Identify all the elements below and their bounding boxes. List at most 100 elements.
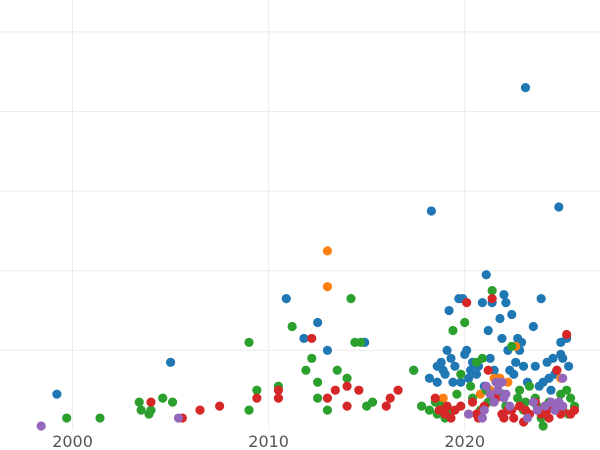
- data-point: [301, 365, 311, 375]
- data-point: [538, 421, 548, 431]
- data-point: [136, 405, 146, 415]
- data-point: [342, 381, 352, 391]
- data-point: [485, 353, 495, 363]
- data-point: [487, 294, 497, 304]
- data-point: [462, 345, 472, 355]
- data-point: [532, 405, 542, 415]
- data-point: [146, 397, 156, 407]
- data-point: [479, 405, 489, 415]
- data-point: [493, 385, 503, 395]
- data-point: [442, 345, 452, 355]
- data-point: [385, 393, 395, 403]
- data-point: [477, 297, 487, 308]
- data-point: [436, 357, 446, 367]
- data-point: [173, 413, 184, 423]
- data-point: [501, 297, 511, 308]
- data-point: [165, 357, 176, 367]
- data-point: [273, 385, 284, 395]
- data-point: [299, 333, 309, 344]
- data-point: [356, 337, 366, 348]
- data-point: [424, 373, 435, 383]
- data-point: [528, 321, 538, 332]
- data-point: [440, 369, 450, 379]
- data-point: [158, 393, 168, 403]
- data-point: [416, 401, 427, 411]
- data-point: [456, 369, 466, 379]
- data-point: [322, 393, 333, 403]
- data-point: [499, 413, 509, 423]
- data-point: [487, 286, 497, 296]
- data-point: [491, 377, 501, 387]
- data-point: [552, 365, 562, 375]
- data-point: [554, 202, 564, 212]
- data-point: [565, 393, 576, 403]
- data-point: [215, 401, 225, 411]
- data-point: [524, 381, 535, 391]
- data-point: [546, 397, 556, 407]
- data-point: [342, 401, 352, 411]
- data-point: [424, 405, 435, 415]
- data-point: [534, 381, 544, 391]
- x-axis-ticks: 2000 2010 2020: [52, 432, 485, 450]
- data-point: [513, 393, 523, 403]
- data-point: [460, 317, 470, 328]
- data-point: [322, 282, 333, 292]
- gridlines: [0, 0, 600, 430]
- data-point: [244, 337, 254, 348]
- data-point: [464, 373, 474, 383]
- data-point: [346, 294, 356, 304]
- data-point: [509, 369, 519, 379]
- data-point: [507, 309, 517, 320]
- data-point: [481, 270, 491, 280]
- data-point: [509, 413, 519, 423]
- data-point: [409, 365, 419, 375]
- data-point: [367, 397, 378, 407]
- data-point: [432, 377, 442, 387]
- data-point: [322, 345, 333, 355]
- data-point: [544, 413, 554, 423]
- data-point: [465, 381, 476, 391]
- data-point: [450, 361, 460, 371]
- data-point: [562, 329, 572, 340]
- data-point: [448, 377, 458, 387]
- data-point: [307, 333, 317, 344]
- data-points: [36, 82, 580, 431]
- data-point: [530, 361, 540, 371]
- data-point: [322, 246, 333, 256]
- data-point: [95, 413, 105, 423]
- data-point: [548, 353, 558, 363]
- data-point: [520, 82, 531, 93]
- data-point: [483, 365, 493, 375]
- data-point: [332, 365, 342, 375]
- data-point: [313, 317, 323, 328]
- data-point: [477, 413, 487, 423]
- data-point: [252, 393, 262, 403]
- data-point: [562, 385, 572, 395]
- data-point: [456, 377, 466, 387]
- data-point: [381, 401, 391, 411]
- data-point: [134, 397, 144, 407]
- data-point: [393, 385, 403, 395]
- data-point: [195, 405, 205, 415]
- data-point: [522, 413, 533, 423]
- data-point: [477, 353, 487, 363]
- data-point: [499, 290, 509, 300]
- data-point: [507, 341, 517, 351]
- data-point: [448, 325, 458, 336]
- data-point: [550, 405, 560, 415]
- data-point: [558, 373, 568, 383]
- data-point: [467, 397, 478, 407]
- data-point: [446, 353, 456, 363]
- data-point: [464, 409, 474, 419]
- data-point: [146, 405, 156, 415]
- data-point: [244, 405, 254, 415]
- data-point: [252, 385, 262, 395]
- data-point: [471, 369, 482, 379]
- data-point: [52, 389, 62, 399]
- data-point: [426, 206, 436, 216]
- data-point: [558, 401, 568, 411]
- data-point: [456, 401, 466, 411]
- data-point: [287, 321, 297, 332]
- data-point: [342, 373, 352, 383]
